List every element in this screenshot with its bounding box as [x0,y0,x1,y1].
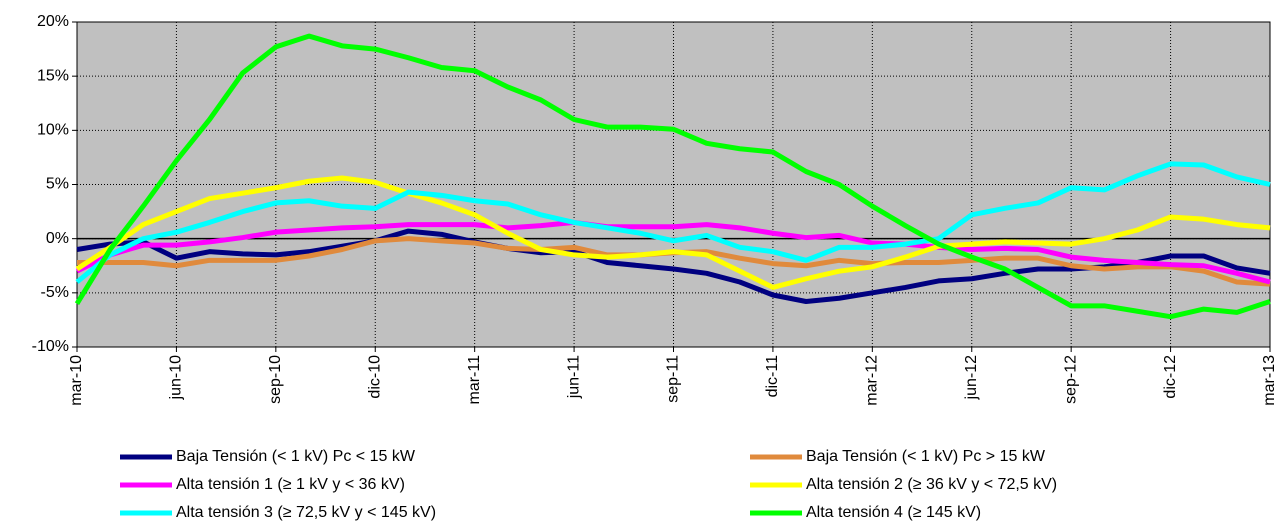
legend-label: Alta tensión 4 (≥ 145 kV) [806,504,981,521]
legend-label: Baja Tensión (< 1 kV) Pc > 15 kW [806,448,1046,465]
legend-label: Alta tensión 2 (≥ 36 kV y < 72,5 kV) [806,476,1057,493]
series-line [75,161,1271,284]
x-tick-label: jun-12 [963,355,980,401]
x-tick-label: mar-13 [1261,355,1278,406]
x-tick-label: jun-10 [168,355,185,401]
y-tick-label: 5% [46,176,69,193]
y-tick-label: -5% [41,284,69,301]
legend-label: Alta tensión 1 (≥ 1 kV y < 36 kV) [176,476,405,493]
legend-label: Alta tensión 3 (≥ 72,5 kV y < 145 kV) [176,504,436,521]
x-tick-label: mar-12 [864,355,881,406]
x-tick-label: mar-10 [68,355,85,406]
x-tick-label: sep-12 [1062,355,1079,404]
series-line [75,219,1271,285]
y-tick-label: 20% [37,13,69,30]
series-line [76,228,1271,304]
x-tick-label: dic-10 [366,355,383,399]
x-tick-label: dic-11 [764,355,781,397]
x-tick-label: sep-10 [267,355,284,404]
x-tick-label: sep-11 [665,355,682,403]
x-tick-label: jun-11 [565,355,582,399]
x-tick-label: mar-11 [466,355,483,405]
y-tick-label: -10% [32,338,69,355]
x-tick-label: dic-12 [1162,355,1179,399]
series-line [75,175,1271,290]
y-tick-label: 15% [37,67,69,84]
series-line [74,33,1271,320]
y-tick-label: 10% [37,122,69,139]
legend-label: Baja Tensión (< 1 kV) Pc < 15 kW [176,448,416,465]
y-tick-label: 0% [46,230,69,247]
